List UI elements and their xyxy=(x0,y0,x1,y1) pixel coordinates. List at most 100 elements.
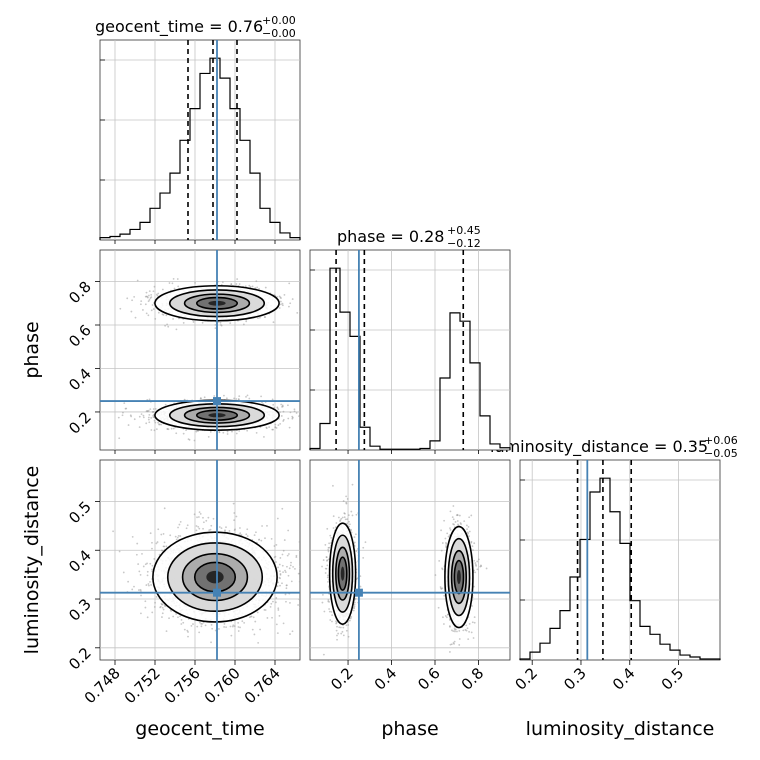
sample-point xyxy=(281,302,284,305)
sample-point xyxy=(282,571,284,574)
sample-point xyxy=(277,607,280,610)
sample-point xyxy=(177,534,180,537)
sample-point xyxy=(134,316,137,319)
sample-point xyxy=(165,630,168,633)
sample-point xyxy=(281,304,284,307)
sample-point xyxy=(258,287,260,290)
sample-point xyxy=(196,516,198,519)
sample-point xyxy=(232,502,235,505)
sample-point xyxy=(138,415,141,418)
sample-point xyxy=(179,535,182,537)
sample-point xyxy=(140,590,142,592)
sample-point xyxy=(272,428,274,431)
sample-point xyxy=(276,632,279,635)
sample-point xyxy=(300,316,302,318)
sample-point xyxy=(277,424,280,427)
sample-point xyxy=(274,555,277,558)
sample-point xyxy=(284,593,287,596)
sample-point xyxy=(193,513,196,516)
sample-point xyxy=(133,295,136,298)
sample-point xyxy=(209,430,212,433)
sample-point xyxy=(279,573,282,576)
sample-point xyxy=(281,582,283,585)
sample-point xyxy=(131,299,134,302)
sample-point xyxy=(278,563,281,566)
sample-point xyxy=(220,323,222,326)
sample-point xyxy=(142,414,145,417)
sample-point xyxy=(238,283,241,285)
sample-point xyxy=(350,616,353,618)
sample-point xyxy=(256,286,259,289)
sample-point xyxy=(285,587,288,590)
sample-point xyxy=(139,574,142,576)
sample-point xyxy=(198,511,201,514)
sample-point xyxy=(241,620,244,623)
sample-point xyxy=(271,616,273,619)
sample-point xyxy=(444,537,447,540)
sample-point xyxy=(307,422,309,424)
sample-point xyxy=(209,528,212,531)
sample-point xyxy=(285,600,287,603)
sample-point xyxy=(148,299,151,301)
hist-panel-geocent-time xyxy=(99,39,301,241)
panel-frame xyxy=(309,249,511,451)
sample-point xyxy=(172,615,175,618)
sample-point xyxy=(172,277,175,280)
sample-point xyxy=(153,558,156,560)
sample-point xyxy=(277,581,279,584)
sample-point xyxy=(476,560,479,563)
y-axis-title-phase: phase xyxy=(21,321,43,378)
sample-point xyxy=(164,324,167,327)
sample-point xyxy=(136,279,139,282)
sample-point xyxy=(162,313,165,316)
sample-point xyxy=(248,616,251,619)
sample-point xyxy=(127,580,130,583)
sample-point xyxy=(154,317,157,320)
contour-line xyxy=(152,531,278,623)
sample-point xyxy=(263,436,265,438)
sample-point xyxy=(231,625,234,628)
sample-point xyxy=(291,298,294,300)
sample-point xyxy=(205,519,208,522)
sample-point xyxy=(200,622,203,625)
sample-point xyxy=(161,603,163,606)
sample-point xyxy=(276,585,279,588)
sample-point xyxy=(179,520,182,523)
sample-point xyxy=(198,631,201,634)
sample-point xyxy=(299,310,300,313)
sample-point xyxy=(136,542,139,545)
sample-point xyxy=(298,541,300,543)
density-panel-phase-luminosity-distance xyxy=(309,459,511,661)
sample-point xyxy=(342,626,345,629)
sample-point xyxy=(147,300,150,303)
sample-point xyxy=(208,529,211,532)
sample-point xyxy=(244,285,247,288)
histogram-geocent-time xyxy=(99,57,301,240)
sample-point xyxy=(162,608,165,611)
sample-point xyxy=(265,427,268,430)
sample-point xyxy=(151,564,154,567)
sample-point xyxy=(147,314,150,317)
sample-point xyxy=(142,416,145,419)
sample-point xyxy=(286,565,288,568)
sample-point xyxy=(145,584,148,586)
sample-point xyxy=(185,429,187,431)
sample-point xyxy=(148,398,151,401)
sample-point xyxy=(225,397,228,400)
sample-point xyxy=(118,550,121,553)
sample-point xyxy=(302,309,304,311)
sample-point xyxy=(299,565,300,568)
sample-point xyxy=(161,612,164,615)
sample-point xyxy=(221,281,224,284)
sample-point xyxy=(133,585,135,588)
sample-point xyxy=(248,284,251,287)
sample-point xyxy=(477,558,480,561)
sample-point xyxy=(200,625,203,628)
sample-point xyxy=(279,570,281,573)
sample-point xyxy=(287,574,290,577)
sample-point xyxy=(230,283,233,285)
sample-point xyxy=(327,548,330,551)
sample-point xyxy=(146,295,149,298)
sample-point xyxy=(151,541,153,544)
